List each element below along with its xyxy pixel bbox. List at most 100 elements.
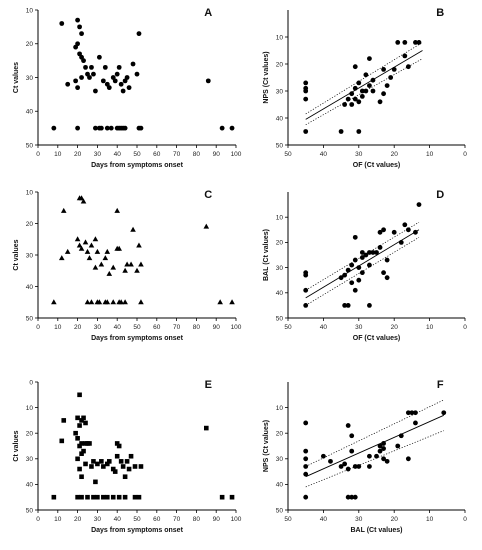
data-point <box>120 88 126 94</box>
data-point <box>349 433 355 439</box>
data-point <box>349 102 355 107</box>
data-point <box>381 446 386 451</box>
panel-label: D <box>436 189 444 201</box>
y-tick-label: 40 <box>276 115 284 122</box>
data-point <box>352 464 358 469</box>
data-point <box>83 461 88 467</box>
data-point <box>110 264 117 270</box>
data-point <box>136 242 142 248</box>
data-point <box>395 40 401 45</box>
y-tick-label: 50 <box>276 507 284 514</box>
data-point <box>116 443 122 449</box>
data-point <box>303 303 309 308</box>
data-point <box>87 441 92 446</box>
data-point <box>96 299 103 305</box>
panel-b: 50 40 30 20 10 0 10 20 30 40 50 OF (Ct values) NPS (… <box>263 7 467 169</box>
panel-label: A <box>204 7 212 19</box>
data-point <box>384 275 390 281</box>
y-axis-label: Ct values <box>13 239 20 270</box>
data-point <box>342 272 348 278</box>
data-point <box>104 125 110 131</box>
data-point <box>303 88 309 94</box>
data-point <box>352 257 358 263</box>
data-point <box>402 222 408 228</box>
data-point <box>75 125 80 131</box>
data-point <box>108 125 114 131</box>
y-tick-label: 30 <box>276 265 284 272</box>
data-point <box>128 453 134 459</box>
x-tick-label: 60 <box>153 151 161 158</box>
data-point <box>74 236 81 242</box>
data-point <box>93 88 98 94</box>
data-point <box>303 448 309 454</box>
y-tick-label: 50 <box>276 315 284 322</box>
x-axis-label: Days from symptoms onset <box>91 162 183 169</box>
data-point <box>79 418 84 423</box>
x-tick-label: 20 <box>74 324 82 331</box>
data-point <box>138 125 144 131</box>
data-point <box>122 299 128 305</box>
data-point <box>95 494 100 500</box>
data-point <box>51 299 57 305</box>
data-point <box>363 72 369 78</box>
data-point <box>367 303 372 308</box>
data-point <box>88 242 95 248</box>
data-point <box>441 410 447 416</box>
y-tick-label: 20 <box>26 431 34 438</box>
data-point <box>85 494 90 500</box>
x-axis-label: BAL (Ct values) <box>351 527 403 534</box>
data-point <box>91 71 96 77</box>
data-point <box>367 250 372 255</box>
data-point <box>367 464 372 469</box>
data-point <box>367 262 372 268</box>
x-tick-label: 80 <box>193 151 201 158</box>
x-tick-label: 40 <box>320 516 328 523</box>
data-point <box>118 81 124 87</box>
x-tick-label: 90 <box>213 516 221 523</box>
data-point <box>122 474 128 480</box>
data-point <box>93 125 98 131</box>
data-point <box>130 226 136 232</box>
y-tick-label: 50 <box>26 142 34 149</box>
data-point <box>409 410 415 416</box>
x-tick-label: 90 <box>213 324 221 331</box>
y-tick-label: 0 <box>29 379 33 386</box>
y-tick-label: 20 <box>276 431 284 438</box>
x-tick-label: 20 <box>74 151 82 158</box>
x-axis-label: Days from symptoms onset <box>91 335 183 342</box>
data-point <box>91 459 96 464</box>
data-point <box>100 78 106 84</box>
data-point <box>377 448 383 454</box>
x-tick-label: 60 <box>153 324 161 331</box>
y-tick-label: 30 <box>26 252 34 259</box>
data-point <box>303 287 309 293</box>
y-tick-label: 50 <box>26 507 34 514</box>
confidence-band-lower <box>305 430 444 488</box>
data-point <box>120 464 126 469</box>
data-point <box>303 80 309 86</box>
data-point <box>413 410 418 416</box>
data-point <box>356 129 362 134</box>
data-point <box>61 418 67 423</box>
data-point <box>65 81 71 87</box>
data-point <box>377 229 383 235</box>
x-tick-label: 50 <box>133 151 141 158</box>
data-point <box>98 125 104 131</box>
x-tick-label: 60 <box>153 516 161 523</box>
panel-e: 0 10 20 30 40 50 60 70 80 90 100 0 10 20 30 40 50 Days fr… <box>13 379 242 534</box>
data-point <box>395 443 401 449</box>
data-point <box>363 252 369 258</box>
x-tick-label: 10 <box>426 151 434 158</box>
data-point <box>388 75 394 80</box>
x-tick-label: 100 <box>231 151 242 158</box>
data-point <box>89 64 94 70</box>
data-point <box>59 21 65 26</box>
panel-label: B <box>436 7 444 19</box>
data-point <box>367 56 372 61</box>
data-point <box>116 494 122 500</box>
x-tick-label: 100 <box>231 516 242 523</box>
data-point <box>110 466 116 472</box>
data-point <box>398 240 404 245</box>
data-point <box>377 99 383 105</box>
